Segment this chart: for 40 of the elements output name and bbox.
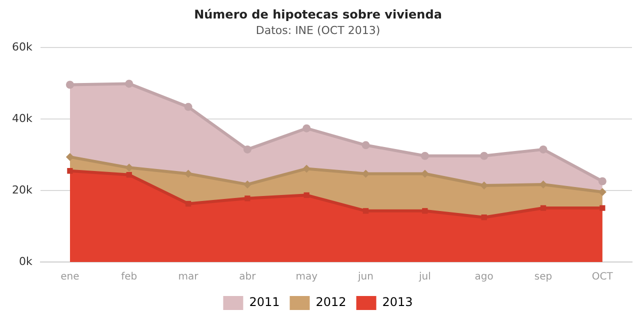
x-tick-label: jul [418, 272, 431, 283]
point [185, 200, 192, 207]
point [420, 152, 429, 160]
y-tick-label: 20k [12, 183, 33, 196]
point [422, 208, 428, 214]
legend-label: 2011 [249, 295, 280, 310]
x-tick-label: ene [60, 272, 80, 283]
legend-label: 2013 [382, 295, 413, 310]
point [481, 214, 487, 220]
x-tick-label: feb [121, 272, 138, 283]
point [539, 145, 548, 154]
point [302, 124, 311, 132]
point [126, 172, 132, 178]
chart-title: Número de hipotecas sobre vivienda [194, 7, 442, 22]
x-tick-label: sep [534, 272, 552, 283]
point [184, 102, 192, 111]
x-tick-label: OCT [592, 272, 614, 283]
x-tick-label: ago [474, 272, 494, 283]
legend-label: 2012 [316, 295, 346, 310]
point [244, 196, 250, 202]
x-tick-label: abr [239, 272, 257, 283]
point [304, 192, 310, 198]
point [540, 205, 546, 211]
point [362, 208, 369, 214]
point [243, 145, 252, 154]
x-tick-label: jun [357, 272, 374, 283]
x-tick-label: may [296, 272, 318, 283]
x-tick-label: mar [178, 272, 200, 283]
point [67, 168, 73, 174]
point [125, 80, 134, 88]
y-tick-label: 40k [12, 112, 33, 125]
point [66, 80, 74, 89]
point [598, 177, 606, 186]
chart-subtitle: Datos: INE (OCT 2013) [256, 24, 380, 37]
point [362, 141, 370, 150]
y-tick-label: 60k [12, 40, 33, 54]
point [600, 205, 606, 211]
point [66, 152, 74, 161]
point [480, 152, 488, 160]
y-tick-label: 0k [18, 254, 33, 268]
